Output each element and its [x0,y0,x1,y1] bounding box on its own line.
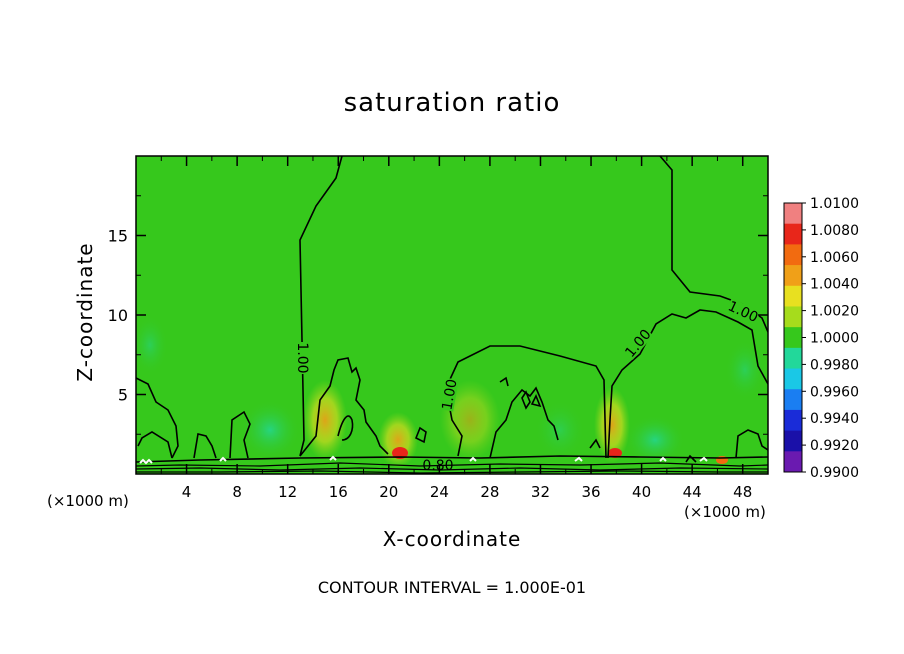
x-tick-label: 12 [278,483,297,501]
colorbar-swatch [784,327,802,349]
colorbar-label: 1.0020 [810,304,859,320]
y-tick-label: 5 [118,386,128,405]
colorbar-swatch [784,244,802,266]
colorbar-swatch [784,203,802,225]
x-tick-label: 28 [480,483,499,501]
y-axis-label: Z-coordinate [73,242,97,382]
contour-lines [136,156,768,474]
chart-title: saturation ratio [343,88,561,118]
colorbar-swatch [784,368,802,390]
colorbar-swatch [784,430,802,452]
colorbar-swatch [784,389,802,411]
y-tick-label: 10 [108,306,128,325]
x-tick-label: 36 [581,483,600,501]
contour-label: 1.00 [439,378,460,411]
x-tick-label: 44 [683,483,702,501]
colorbar-label: 0.9980 [810,357,859,373]
x-axis-ticks: 4 8 12 16 20 24 28 32 36 40 44 48 [160,156,752,501]
x-axis-label: X-coordinate [382,527,522,551]
colorbar-label: 0.9940 [810,411,859,427]
colorbar-label: 1.0080 [810,223,859,239]
colorbar-label: 1.0000 [810,331,859,347]
contour-label-bg [622,326,654,360]
contour-label-bg [296,342,310,374]
x-tick-label: 48 [733,483,752,501]
x-tick-label: 20 [379,483,398,501]
y-tick-label: 15 [108,227,128,246]
colorbar-label: 0.9920 [810,438,859,454]
colorbar-label: 0.9900 [810,465,859,481]
x-unit-label-right: (×1000 m) [684,503,766,521]
x-tick-label: 8 [232,483,242,501]
colorbar-swatch [784,409,802,432]
colorbar-swatch [784,451,802,473]
colorbar-swatch [784,285,802,307]
x-tick-label: 24 [430,483,449,501]
colorbar-swatch [784,265,802,287]
field-variations [136,315,765,468]
contour-label-bg [725,298,761,325]
colorbar-label: 1.0060 [810,250,859,266]
x-tick-label: 40 [632,483,651,501]
ground-noise [139,455,708,465]
colorbar-label: 0.9960 [810,384,859,400]
colorbar-swatch [784,223,802,245]
colorbar-swatch [784,347,802,370]
contour-label: 1.00 [294,342,310,373]
x-unit-label-left: (×1000 m) [47,492,129,510]
contour-label: 0.80 [422,458,453,474]
x-tick-label: 4 [182,483,192,501]
colorbar-label: 1.0100 [810,196,859,212]
y-axis-ticks: 5 10 15 [108,195,768,435]
contour-interval-note: CONTOUR INTERVAL = 1.000E-01 [317,578,587,597]
colorbar-swatch [784,306,802,328]
contour-label-bg [439,377,459,412]
x-tick-label: 32 [531,483,550,501]
colorbar: 1.0100 1.0080 1.0060 1.0040 1.0020 1.0000 0.99… [783,196,859,481]
colorbar-label: 1.0040 [810,277,859,293]
x-tick-label: 16 [329,483,348,501]
